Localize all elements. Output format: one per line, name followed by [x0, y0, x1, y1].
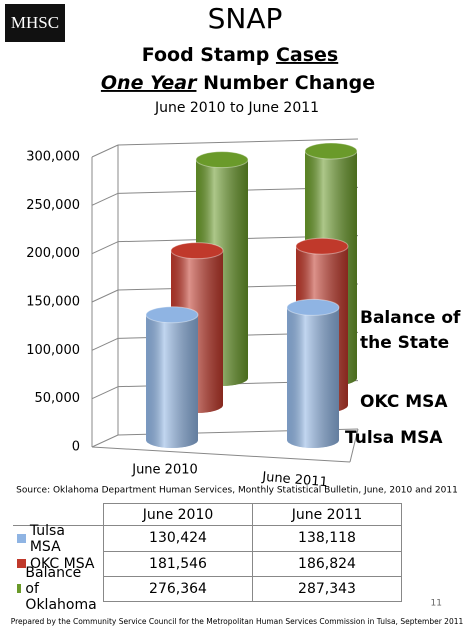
heading-part: Cases [276, 44, 338, 66]
value-cell: 130,424 [103, 525, 253, 552]
chart-title: SNAP [208, 2, 283, 35]
heading: Food Stamp Cases [142, 44, 338, 66]
subtitle: June 2010 to June 2011 [154, 100, 319, 116]
series-label: Tulsa MSA [345, 428, 443, 448]
row-header: Tulsa MSA [13, 523, 103, 555]
bar-shade [146, 314, 198, 440]
legend-label: Balance of Oklahoma [25, 564, 97, 613]
bar-top [295, 237, 349, 255]
grid-line [117, 138, 359, 146]
data-table: June 2010 June 2011 Tulsa MSA 130,424 138,11… [13, 503, 402, 613]
bar-shade [287, 307, 339, 440]
value-cell: 276,364 [103, 575, 253, 602]
heading: One Year Number Change [101, 72, 375, 94]
grid-line [91, 434, 119, 448]
bar-top [286, 298, 340, 316]
value-cell: 181,546 [103, 550, 253, 577]
bar-top [304, 142, 358, 160]
y-tick-label: 200,000 [26, 246, 80, 261]
column-header: June 2011 [252, 503, 402, 526]
y-tick-label: 300,000 [26, 150, 80, 165]
heading-part: Food Stamp [142, 44, 270, 66]
legend-swatch [17, 534, 26, 543]
source: Source: Oklahoma Department Human Servic… [16, 486, 458, 496]
grid-line [91, 241, 119, 255]
legend-swatch [17, 559, 26, 568]
logo: MHSC [11, 13, 59, 32]
legend-swatch [17, 584, 22, 593]
table-header: June 2010 June 2011 [13, 503, 402, 526]
series-label: Balance of [360, 308, 461, 328]
bar-top [195, 151, 249, 169]
table-row: Balance of Oklahoma 276,364 287,343 [13, 565, 402, 613]
value-cell: 287,343 [252, 575, 402, 602]
grid-line [91, 337, 119, 351]
row-header: Balance of Oklahoma [13, 565, 103, 613]
table-row: OKC MSA 181,546 186,824 [13, 550, 402, 577]
y-tick-label: 0 [72, 440, 80, 455]
grid-line [91, 386, 119, 400]
value-cell: 186,824 [252, 550, 402, 577]
floor-edge [91, 446, 351, 463]
row-header: OKC MSA [13, 551, 103, 576]
legend-label: OKC MSA [30, 555, 95, 572]
grid-line [91, 192, 119, 206]
legend-label: Tulsa MSA [29, 522, 65, 555]
y-tick-label: 50,000 [35, 391, 81, 406]
series-label: OKC MSA [360, 392, 448, 412]
column-header: June 2010 [103, 503, 253, 526]
floor-edge [349, 428, 359, 463]
page-number: 11 [431, 599, 442, 609]
y-tick-label: 250,000 [26, 198, 80, 213]
table-row: Tulsa MSA 130,424 138,118 [13, 523, 402, 555]
y-tick-label: 150,000 [26, 295, 80, 310]
footer: Prepared by the Community Service Counci… [11, 617, 464, 626]
x-tick-label: June 2010 [131, 463, 198, 478]
logo-box [5, 4, 65, 42]
y-tick-label: 100,000 [26, 343, 80, 358]
value-cell: 138,118 [252, 525, 402, 552]
grid-line [91, 289, 119, 303]
bar-top [170, 242, 224, 260]
heading-part: Number Change [203, 72, 375, 94]
series-label: the State [360, 333, 449, 353]
grid-line [91, 144, 119, 158]
x-tick-label: June 2011 [261, 470, 329, 491]
bar-top [145, 306, 199, 324]
heading-part: One Year [101, 72, 198, 94]
